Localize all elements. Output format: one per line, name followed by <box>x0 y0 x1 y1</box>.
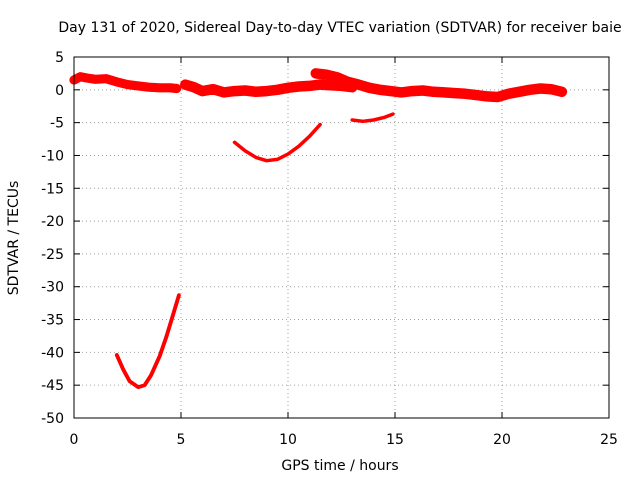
y-tick-label: 5 <box>55 50 64 66</box>
tick-labels: 0 5 10 15 20 25 5 0 -5 -10 -15 -20 -25 -30 -35 -40 -45 -5… <box>41 50 618 448</box>
y-axis-label: SDTVAR / TECUs <box>6 181 22 296</box>
chart-title: Day 131 of 2020, Sidereal Day-to-day VTE… <box>58 20 621 36</box>
y-tick-label: -10 <box>41 148 64 164</box>
grid-lines <box>74 57 609 418</box>
series-line-5 <box>350 112 395 124</box>
x-axis-label: GPS time / hours <box>281 458 398 474</box>
series-line-6 <box>114 293 181 390</box>
series-line-2 <box>180 79 358 98</box>
series-line-4 <box>232 122 322 163</box>
x-tick-label: 25 <box>600 432 618 448</box>
y-tick-label: -25 <box>41 247 64 263</box>
x-tick-label: 15 <box>386 432 404 448</box>
x-tick-label: 0 <box>70 432 79 448</box>
y-tick-label: -20 <box>41 214 64 230</box>
y-tick-label: -35 <box>41 313 64 329</box>
y-tick-label: -15 <box>41 181 64 197</box>
x-tick-label: 5 <box>177 432 186 448</box>
x-tick-label: 20 <box>493 432 511 448</box>
y-tick-label: -40 <box>41 345 64 361</box>
x-tick-label: 10 <box>279 432 297 448</box>
series-line-3 <box>310 68 568 103</box>
y-tick-label: -50 <box>41 411 64 427</box>
series-line-1 <box>69 72 182 94</box>
y-tick-label: -5 <box>50 116 64 132</box>
plot-frame <box>73 56 610 419</box>
y-tick-label: -45 <box>41 378 64 394</box>
y-tick-label: -30 <box>41 280 64 296</box>
y-tick-label: 0 <box>55 83 64 99</box>
axis-ticks <box>73 56 610 419</box>
series-group <box>69 68 568 390</box>
